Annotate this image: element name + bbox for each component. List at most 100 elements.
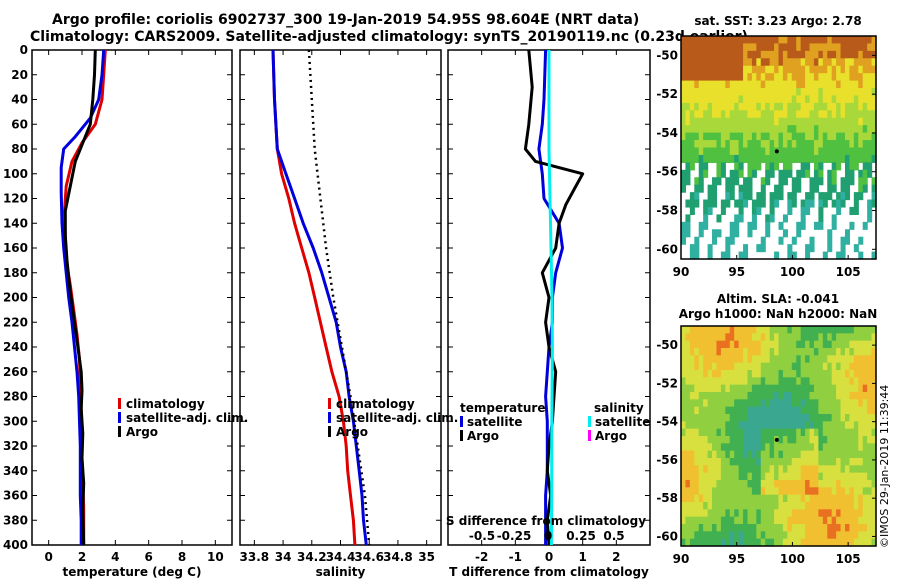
sst_map-cell [743,199,749,208]
sla_map-cell [698,333,704,342]
sla_map-cell [720,436,726,444]
sst_map-cell [738,125,744,134]
sla_map-cell [844,392,851,400]
sla_map-cell [800,465,806,474]
sla_map-cell [734,326,740,334]
sst_map-cell [725,192,731,201]
sst_map-cell [765,73,771,82]
sla_map-cell [756,531,762,540]
sla_map-cell [809,472,815,481]
sla_map-cell [769,377,775,386]
sst_map-cell [818,125,824,134]
sla_map-cell [853,524,859,532]
sla_map-cell [796,531,802,540]
sla_map-cell [720,465,726,474]
sla_map-cell [809,333,815,342]
sst_map-cell [729,65,735,74]
panel-temperature: 0204060801001201401601802002202402602803… [3,43,233,579]
sst_map-cell [858,43,864,52]
sla_map-cell [836,355,842,364]
sst_map-cell [734,58,740,67]
sst_map-cell [734,229,740,238]
sst_map-cell [765,169,771,178]
sst_map-cell [858,95,864,104]
sst_map-cell [729,117,735,126]
sla_map-cell [698,399,704,408]
sla_map-cell [836,524,842,532]
sla_map-cell [765,406,771,415]
sst_map-cell [836,192,842,201]
sla_map-cell [862,450,868,459]
sla_map-cell [805,487,811,496]
sla_map-cell [871,362,877,371]
sla_map-cell [743,392,749,400]
sst_map-cell [751,36,757,45]
sla_map-cell [747,399,753,408]
sla_map-cell [685,502,691,510]
sst_map-cell [787,110,793,119]
sst_map-cell [685,73,691,82]
sst_map-cell [805,192,811,201]
sst_map-cell [751,154,757,163]
sst_map-cell [844,154,851,163]
sla_map-cell [827,509,833,518]
sst_map-cell [782,229,788,238]
sst_map-cell [853,80,859,89]
sst_map-cell [720,95,726,104]
sla_map-cell [689,443,695,452]
sst_map-cell [725,251,731,260]
sla_map-cell [712,362,718,371]
sst_map-cell [858,236,864,245]
sla_map-cell [720,524,726,532]
sst_map-cell [703,80,709,89]
sla_map-cell [858,348,864,356]
sst_map-cell [720,206,726,215]
sla_map-cell [862,509,868,518]
sla_map-cell [800,414,806,422]
sla_map-cell [725,377,731,386]
sla_map-cell [840,436,846,444]
sla_map-cell [734,487,740,496]
sst_map-cell [836,43,842,52]
sst_map-cell [787,154,793,163]
sla_map-cell [720,399,726,408]
sst_map-cell [760,147,766,156]
sla_map-cell [858,421,864,430]
sst_map-cell [694,80,700,89]
sla_map-cell [769,472,775,481]
sst_map-cell [844,147,851,156]
sla_map-cell [760,355,766,364]
sst_map-cell [840,65,846,74]
sla_map-xtick-label: 105 [836,552,861,566]
sst_map-cell [867,95,873,104]
sla_map-cell [813,509,819,518]
sla_map-cell [796,494,802,503]
sla_map-cell [778,333,784,342]
sst_map-cell [765,140,771,149]
sla_map-cell [729,458,735,466]
sla_map-cell [765,428,771,437]
sla_map-cell [756,333,762,342]
sst_map-cell [844,58,851,67]
sla_map-cell [747,450,753,459]
sst_map-cell [787,251,793,260]
sla_map-cell [707,494,713,503]
sla_map-cell [805,458,811,466]
sst_map-cell [743,117,749,126]
differences-xtick-label: 1 [578,550,586,564]
sst_map-cell [738,102,744,111]
sst_map-cell [805,88,811,97]
sst_map-cell [818,102,824,111]
sst_map-cell [756,58,762,67]
sst_map-cell [703,88,709,97]
sla_map-cell [809,348,815,356]
sst_map-cell [743,36,749,45]
sla_map-cell [751,465,757,474]
sst_map-cell [698,184,704,193]
sst_map-cell [774,102,780,111]
sst_map-cell [787,169,793,178]
sst_map-cell [681,229,687,238]
sst_map-cell [720,50,726,59]
sst_map-cell [685,132,691,141]
sst_map-cell [805,199,811,208]
